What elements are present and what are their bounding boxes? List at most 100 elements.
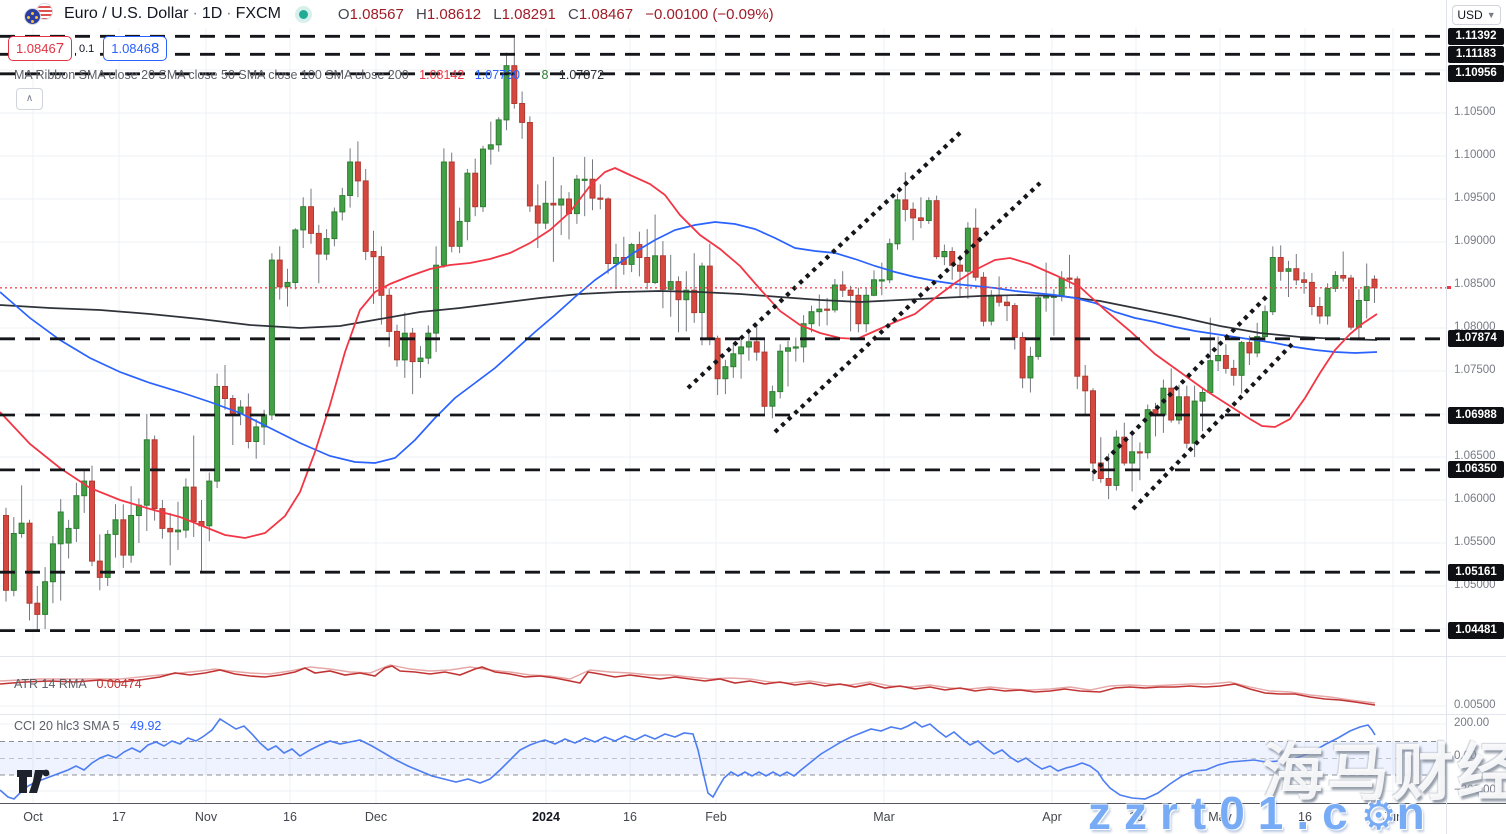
candle [433,264,440,334]
candle [1035,297,1042,357]
tradingview-logo[interactable] [16,767,52,797]
candle [128,515,135,556]
candle [425,332,432,359]
price-level-chip: 1.05161 [1448,563,1504,581]
candle [175,529,181,533]
candle [808,311,815,325]
dotted-trendline[interactable] [773,181,1042,434]
currency-selector[interactable]: USD ▼ [1452,5,1501,25]
candle [464,172,471,222]
interval-label[interactable]: 1D [201,5,223,22]
time-axis[interactable]: Oct 17 Nov 16 Dec 2024 16 Feb Mar Apr 16 May 16 Jun [0,804,1446,834]
spread-value: 0.1 [76,41,98,56]
candle [448,161,455,247]
candle [831,284,838,311]
candle [292,229,299,283]
time-axis-label: Apr [1042,810,1062,824]
candle [456,220,463,247]
candle [151,439,158,510]
atr-line[interactable] [0,665,1376,706]
candle [714,337,721,380]
candle [980,276,987,322]
candle [284,281,291,288]
collapse-indicator-button[interactable]: ∧ [16,88,43,110]
buy-pip-digit: 8 [151,40,160,57]
candle [1262,311,1268,338]
candle [1004,301,1010,307]
candle [65,527,72,544]
time-axis-label: Jun [1382,810,1404,824]
pane-separator[interactable] [0,714,1506,715]
sma200-line[interactable] [0,290,1378,341]
candlestick-chart-canvas[interactable] [0,0,1446,834]
sma20-line[interactable] [0,167,1378,539]
candle [18,522,25,535]
cci-line[interactable] [0,717,1376,800]
candle [394,330,400,361]
candle [253,426,260,442]
price-scale-label: 1.10500 [1454,106,1496,118]
sma100-value-fragment: 8 [541,68,549,82]
candle [487,144,494,150]
candle [26,522,33,604]
candle [1238,342,1245,376]
candle [3,515,9,591]
cci-value: 49.92 [130,719,162,733]
candle [863,294,870,325]
sma50-line[interactable] [0,221,1378,464]
candle [699,265,705,314]
ma-ribbon-legend[interactable]: MA Ribbon SMA close 20 SMA close 50 SMA … [14,68,604,82]
exchange-label: FXCM [235,5,281,22]
candle [816,308,823,313]
candle [691,289,698,314]
price-scale[interactable]: USD ▼ 1.10500 1.10000 1.09500 1.09000 1.08500… [1447,0,1506,834]
candle [777,350,784,393]
candle [1207,360,1214,394]
candle [613,257,619,264]
ma-ribbon-title: MA Ribbon SMA close 20 SMA close 50 SMA … [14,68,409,82]
candle [222,386,228,399]
candle [1332,275,1339,289]
cci-legend[interactable]: CCI 20 hlc3 SMA 5 49.92 [14,719,161,733]
candle [542,202,549,224]
time-axis-label: Feb [705,810,727,824]
dotted-trendline[interactable] [1091,293,1270,475]
candle [503,65,510,121]
price-scale-label: 1.09500 [1454,192,1496,204]
price-scale-label: 1.07500 [1454,364,1496,376]
price-level-chip: 1.06350 [1448,461,1504,479]
candle [472,172,479,208]
candle [667,281,674,290]
atr-legend[interactable]: ATR 14 RMA 0.00474 [14,677,142,691]
sma200-value: 1.07872 [558,68,605,82]
candle [1183,396,1190,444]
candle [1019,337,1026,379]
candle [1136,451,1143,454]
candle [652,255,659,284]
sell-button[interactable]: 1.0846 7 [8,36,72,61]
time-axis-label: Nov [194,810,218,824]
candle [42,581,49,615]
candle [276,259,283,288]
candle [1285,268,1292,272]
candle [964,227,971,272]
pane-separator[interactable] [0,656,1506,657]
price-scale-label: 1.05500 [1454,536,1496,548]
low-value: 1.08291 [501,5,556,23]
candle [988,294,995,322]
candle [1144,409,1151,454]
dotted-trendline[interactable] [1131,339,1297,511]
chevron-down-icon: ▼ [1486,10,1496,20]
high-value: 1.08612 [426,5,482,23]
candle [245,406,252,443]
time-axis-label: May [1208,810,1232,824]
dotted-trendline[interactable] [686,129,964,390]
time-axis-label: Oct [23,810,43,824]
market-status-dot[interactable] [298,9,308,19]
buy-button[interactable]: 1.0846 8 [103,36,168,61]
candle [902,199,909,210]
symbol-title[interactable]: Euro / U.S. Dollar · 1D · FXCM [64,5,281,22]
price-level-chip: 1.10956 [1448,65,1504,83]
candle [401,332,408,361]
